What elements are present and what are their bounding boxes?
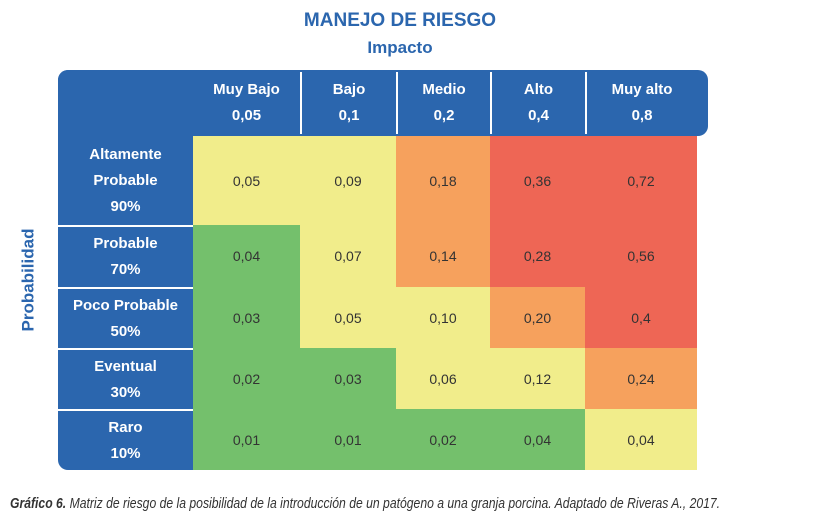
- column-header: Alto 0,4: [490, 72, 585, 134]
- row-value: 70%: [110, 261, 141, 278]
- column-name: Alto: [523, 81, 554, 98]
- row-value: 10%: [110, 444, 141, 462]
- row-header: Probable 70%: [58, 225, 193, 287]
- row-value: 50%: [110, 322, 141, 340]
- row-name: Probable: [93, 235, 158, 252]
- column-header: Muy alto 0,8: [585, 72, 697, 134]
- caption-label: Gráfico 6.: [10, 496, 67, 512]
- row-band: [58, 70, 193, 470]
- cell: 0,56: [585, 225, 697, 287]
- cell: 0,20: [490, 287, 585, 348]
- cell: 0,4: [585, 287, 697, 348]
- row-header: Poco Probable 50%: [58, 287, 193, 348]
- cell: 0,07: [300, 225, 396, 287]
- column-header: Bajo 0,1: [300, 72, 396, 134]
- row-value: 30%: [110, 383, 141, 401]
- cell: 0,02: [396, 409, 490, 470]
- row-header: Raro 10%: [58, 409, 193, 470]
- cell: 0,04: [490, 409, 585, 470]
- cell: 0,18: [396, 136, 490, 225]
- cell: 0,04: [585, 409, 697, 470]
- cell: 0,05: [300, 287, 396, 348]
- cell: 0,01: [193, 409, 300, 470]
- title: MANEJO DE RIESGO: [303, 10, 497, 31]
- row-name: Raro: [108, 418, 143, 436]
- column-value: 0,2: [433, 107, 455, 124]
- column-value: 0,4: [528, 107, 549, 124]
- cell: 0,24: [585, 348, 697, 409]
- cell: 0,01: [300, 409, 396, 470]
- axis-wrap: Probabilidad: [8, 228, 48, 332]
- row-value: 90%: [110, 197, 141, 215]
- column-name: Bajo: [332, 81, 366, 98]
- column-name: Muy alto: [611, 81, 673, 98]
- cell: 0,02: [193, 348, 300, 409]
- column-value: 0,05: [231, 107, 262, 124]
- row-name: Poco Probable: [72, 296, 179, 314]
- column-header: Medio 0,2: [396, 72, 490, 134]
- column-value: 0,8: [631, 107, 653, 124]
- caption: Gráfico 6. Matriz de riesgo de la posibi…: [10, 496, 800, 512]
- cell: 0,06: [396, 348, 490, 409]
- cell: 0,09: [300, 136, 396, 225]
- cell: 0,72: [585, 136, 697, 225]
- row-header: Altamente Probable 90%: [58, 136, 193, 225]
- cell: 0,05: [193, 136, 300, 225]
- subtitle: Impacto: [367, 38, 433, 57]
- cell: 0,10: [396, 287, 490, 348]
- row-name: Eventual: [94, 357, 157, 375]
- axis-label: Probabilidad: [18, 228, 37, 332]
- row-header: Eventual 30%: [58, 348, 193, 409]
- cell: 0,14: [396, 225, 490, 287]
- column-header: Muy Bajo 0,05: [193, 72, 300, 134]
- column-value: 0,1: [338, 107, 360, 124]
- row-name: Altamente Probable: [89, 145, 162, 189]
- column-name: Muy Bajo: [213, 81, 280, 98]
- caption-text: Matriz de riesgo de la posibilidad de la…: [69, 496, 721, 512]
- cell: 0,28: [490, 225, 585, 287]
- cell: 0,12: [490, 348, 585, 409]
- cell: 0,04: [193, 225, 300, 287]
- cell: 0,03: [300, 348, 396, 409]
- cell: 0,03: [193, 287, 300, 348]
- column-name: Medio: [422, 81, 466, 98]
- cell: 0,36: [490, 136, 585, 225]
